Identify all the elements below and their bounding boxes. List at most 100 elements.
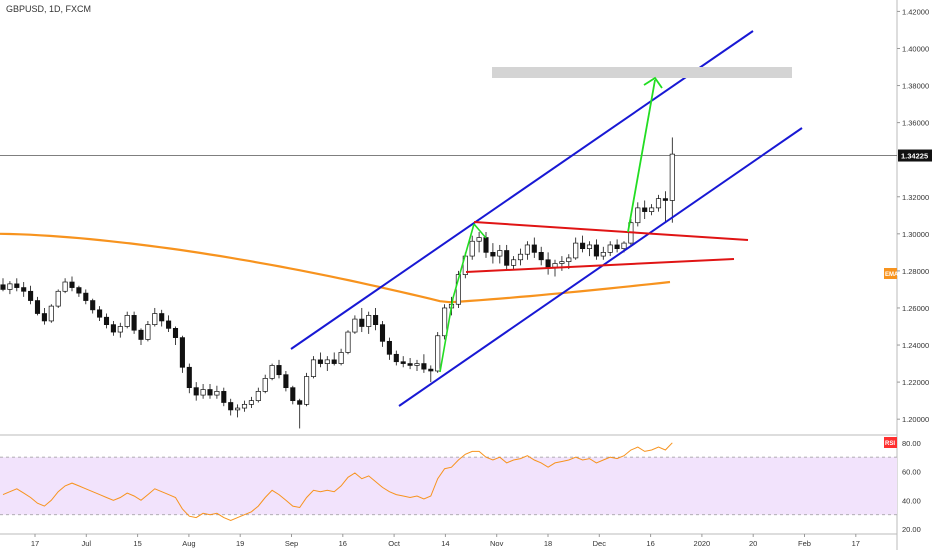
candle-body bbox=[276, 365, 282, 376]
candle-body bbox=[262, 378, 268, 392]
candle-body bbox=[193, 387, 199, 396]
price-tick-label: 1.20000 bbox=[902, 415, 929, 424]
candle-body bbox=[649, 207, 655, 212]
candle-body bbox=[359, 318, 365, 327]
price-tick-label: 1.32000 bbox=[902, 193, 929, 202]
target-arrow-shaft bbox=[627, 79, 656, 233]
candle-body bbox=[373, 315, 379, 325]
time-tick-label: Aug bbox=[182, 539, 195, 548]
candle-body bbox=[483, 237, 489, 253]
current-price-badge bbox=[898, 149, 932, 162]
candle-body bbox=[573, 242, 579, 259]
candle-body bbox=[7, 283, 13, 290]
channel-lower-line bbox=[398, 127, 803, 407]
candle-body bbox=[504, 250, 510, 266]
time-tick-label: Jul bbox=[82, 539, 92, 548]
candle-body bbox=[62, 281, 68, 292]
measured-move-tail bbox=[473, 223, 487, 239]
triangle-lower-line bbox=[465, 258, 735, 273]
candle-body bbox=[97, 309, 103, 318]
candle-body bbox=[421, 363, 427, 370]
candle-body bbox=[317, 359, 323, 364]
candle-body bbox=[55, 290, 61, 307]
candle-body bbox=[338, 352, 344, 364]
symbol-title: GBPUSD, 1D, FXCM bbox=[6, 4, 92, 14]
candle-body bbox=[497, 250, 503, 257]
candle-body bbox=[117, 326, 123, 333]
candle-body bbox=[179, 337, 185, 368]
time-tick-label: 16 bbox=[339, 539, 347, 548]
candle-body bbox=[511, 259, 517, 266]
candle-body bbox=[131, 315, 137, 331]
rsi-band bbox=[0, 456, 897, 516]
candle-body bbox=[48, 305, 54, 322]
rsi-label: RSI bbox=[885, 441, 895, 447]
rsi-series bbox=[2, 442, 673, 522]
target-zone bbox=[492, 67, 792, 78]
rsi-tick-label: 20.00 bbox=[902, 525, 921, 534]
candle-body bbox=[200, 389, 206, 396]
candle-body bbox=[400, 361, 406, 364]
candle-body bbox=[186, 366, 192, 389]
candle-body bbox=[366, 315, 372, 327]
time-tick-label: 19 bbox=[236, 539, 244, 548]
axes: 1.42000 1.40000 1.38000 1.36000 1.34225 1.320… bbox=[31, 7, 932, 548]
candle-body bbox=[642, 207, 648, 212]
rsi-band-fill bbox=[0, 457, 897, 515]
candle-body bbox=[214, 391, 220, 396]
candle-body bbox=[310, 359, 317, 377]
rsi-tick-label: 80.00 bbox=[902, 439, 921, 448]
candle-body bbox=[83, 292, 89, 301]
price-tick-label: 1.22000 bbox=[902, 378, 929, 387]
time-tick-label: Feb bbox=[798, 539, 811, 548]
candle-body bbox=[517, 253, 524, 261]
candle-body bbox=[103, 316, 110, 325]
candle-body bbox=[428, 368, 434, 372]
time-tick-label: 18 bbox=[544, 539, 552, 548]
candle-body bbox=[159, 313, 165, 322]
time-tick-label: Sep bbox=[285, 539, 298, 548]
candlestick-series bbox=[0, 137, 675, 429]
price-tick-label: 1.38000 bbox=[902, 82, 929, 91]
candle-body bbox=[469, 240, 475, 257]
candle-body bbox=[442, 307, 448, 337]
candle-body bbox=[621, 242, 627, 250]
candle-body bbox=[580, 242, 586, 250]
ema-curve bbox=[0, 232, 671, 304]
candle-body bbox=[545, 259, 551, 268]
candle-body bbox=[14, 283, 20, 288]
candle-body bbox=[655, 198, 662, 209]
ema-label: EMA bbox=[885, 272, 899, 278]
candle-body bbox=[669, 153, 675, 201]
rsi-tick-label: 60.00 bbox=[902, 468, 921, 477]
candle-body bbox=[607, 244, 613, 253]
candle-body bbox=[586, 244, 593, 250]
candle-body bbox=[0, 284, 6, 290]
time-tick-label: Nov bbox=[490, 539, 504, 548]
candle-body bbox=[152, 313, 158, 325]
candle-body bbox=[393, 353, 399, 363]
price-tick-label: 1.40000 bbox=[902, 44, 929, 53]
rsi-line bbox=[2, 442, 673, 522]
candle-body bbox=[41, 313, 47, 322]
candle-body bbox=[110, 324, 116, 333]
candle-body bbox=[255, 391, 261, 401]
candle-body bbox=[297, 400, 303, 405]
candle-body bbox=[614, 244, 620, 250]
ema-line bbox=[0, 232, 671, 304]
price-tick-label: 1.42000 bbox=[902, 7, 929, 16]
current-price-label: 1.34225 bbox=[901, 152, 928, 161]
candle-body bbox=[290, 387, 296, 401]
candle-body bbox=[531, 244, 537, 253]
candle-body bbox=[524, 244, 530, 255]
candle-body bbox=[538, 252, 544, 261]
rsi-badge bbox=[884, 437, 897, 448]
candle-body bbox=[435, 335, 441, 372]
triangle-upper-line bbox=[473, 221, 749, 241]
candle-body bbox=[566, 257, 572, 262]
price-tick-label: 1.36000 bbox=[902, 119, 929, 128]
candle-body bbox=[166, 320, 172, 329]
time-tick-label: 20 bbox=[749, 539, 757, 548]
target-arrow-head bbox=[643, 76, 663, 89]
